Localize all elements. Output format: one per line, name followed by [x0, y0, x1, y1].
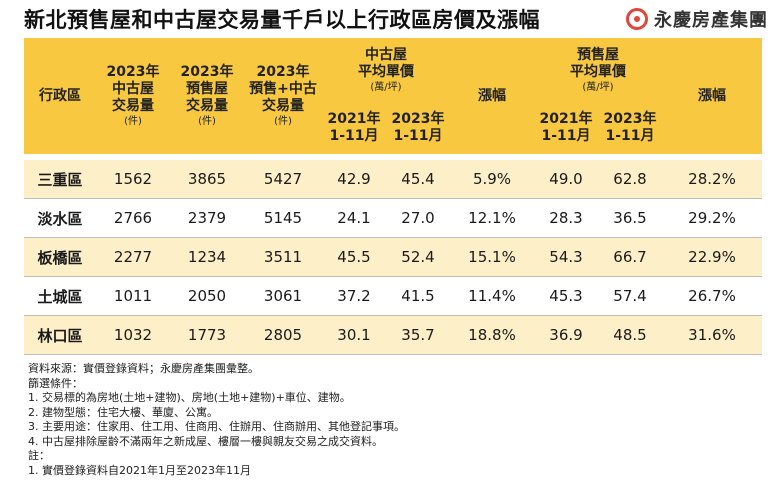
cell-used-growth: 11.4% — [450, 276, 534, 316]
cell-used-2023: 52.4 — [386, 237, 450, 277]
cell-used-volume: 2277 — [96, 237, 170, 277]
price-table: 行政區 2023年 中古屋 交易量 (件) 2023年 預售屋 交易量 (件) … — [24, 38, 762, 355]
cell-district: 林口區 — [24, 315, 96, 355]
cell-presale-2021: 49.0 — [534, 154, 598, 199]
brand: 永慶房產集團 — [626, 6, 768, 32]
cell-presale-growth: 28.2% — [662, 154, 762, 199]
cell-used-growth: 18.8% — [450, 315, 534, 355]
cell-total-volume: 3511 — [244, 237, 322, 277]
note-filter-heading: 篩選條件： — [28, 376, 83, 390]
header-used-price: 中古屋 平均單價 (萬/坪) — [322, 38, 450, 102]
note-remark-1: 1. 實價登錄資料自2021年1月至2023年11月 — [28, 463, 251, 477]
cell-district: 板橋區 — [24, 237, 96, 277]
note-filter-1: 1. 交易標的為房地(土地+建物)、房地(土地+建物)+車位、建物。 — [28, 391, 351, 404]
cell-district: 三重區 — [24, 154, 96, 199]
footnotes: 資料來源：實價登錄資料；永慶房產集團彙整。 篩選條件： 1. 交易標的為房地(土… — [28, 362, 768, 478]
cell-used-growth: 5.9% — [450, 154, 534, 199]
cell-used-2021: 24.1 — [322, 198, 386, 238]
note-remark-heading: 註： — [28, 449, 50, 462]
table-row: 板橋區 2277 1234 3511 45.5 52.4 15.1% 54.3 … — [24, 237, 762, 277]
cell-presale-2021: 54.3 — [534, 237, 598, 277]
cell-used-2021: 45.5 — [322, 237, 386, 277]
header-presale-price: 預售屋 平均單價 (萬/坪) — [534, 38, 662, 102]
header: 新北預售屋和中古屋交易量千戶以上行政區房價及漲幅 永慶房產集團 — [0, 0, 780, 40]
cell-presale-volume: 1234 — [170, 237, 244, 277]
cell-used-2021: 42.9 — [322, 154, 386, 199]
header-presale-2021: 2021年 1-11月 — [534, 102, 598, 157]
brand-logo-icon — [626, 8, 648, 30]
table-row: 林口區 1032 1773 2805 30.1 35.7 18.8% 36.9 … — [24, 315, 762, 355]
note-filter-2: 2. 建物型態：住宅大樓、華廈、公寓。 — [28, 405, 218, 419]
cell-total-volume: 5427 — [244, 154, 322, 199]
cell-district: 土城區 — [24, 276, 96, 316]
cell-used-2023: 35.7 — [386, 315, 450, 355]
cell-used-volume: 2766 — [96, 198, 170, 238]
cell-used-2021: 30.1 — [322, 315, 386, 355]
cell-presale-growth: 29.2% — [662, 198, 762, 238]
brand-name: 永慶房產集團 — [654, 10, 768, 31]
page-title: 新北預售屋和中古屋交易量千戶以上行政區房價及漲幅 — [24, 8, 540, 32]
header-used-volume: 2023年 中古屋 交易量 (件) — [96, 38, 170, 157]
cell-presale-growth: 22.9% — [662, 237, 762, 277]
header-used-growth: 漲幅 — [450, 38, 534, 157]
header-presale-2023: 2023年 1-11月 — [598, 102, 662, 157]
cell-used-2023: 41.5 — [386, 276, 450, 316]
cell-presale-volume: 2379 — [170, 198, 244, 238]
cell-used-volume: 1562 — [96, 154, 170, 199]
cell-district: 淡水區 — [24, 198, 96, 238]
note-filter-3: 3. 主要用途：住家用、住工用、住商用、住辦用、住商辦用、其他登記事項。 — [28, 420, 405, 433]
cell-presale-2023: 36.5 — [598, 198, 662, 238]
cell-used-2023: 27.0 — [386, 198, 450, 238]
cell-presale-2023: 48.5 — [598, 315, 662, 355]
header-district: 行政區 — [24, 38, 96, 157]
table-row: 三重區 1562 3865 5427 42.9 45.4 5.9% 49.0 6… — [24, 154, 762, 199]
cell-presale-2021: 36.9 — [534, 315, 598, 355]
table-row: 淡水區 2766 2379 5145 24.1 27.0 12.1% 28.3 … — [24, 198, 762, 238]
cell-presale-volume: 1773 — [170, 315, 244, 355]
cell-presale-volume: 2050 — [170, 276, 244, 316]
header-used-2021: 2021年 1-11月 — [322, 102, 386, 157]
cell-presale-2023: 57.4 — [598, 276, 662, 316]
cell-presale-2023: 66.7 — [598, 237, 662, 277]
cell-total-volume: 3061 — [244, 276, 322, 316]
cell-presale-2021: 45.3 — [534, 276, 598, 316]
cell-total-volume: 2805 — [244, 315, 322, 355]
cell-presale-2021: 28.3 — [534, 198, 598, 238]
table-row: 土城區 1011 2050 3061 37.2 41.5 11.4% 45.3 … — [24, 276, 762, 316]
header-total-volume: 2023年 預售+中古 交易量 (件) — [244, 38, 322, 157]
cell-presale-growth: 31.6% — [662, 315, 762, 355]
header-presale-growth: 漲幅 — [662, 38, 762, 157]
note-filter-4: 4. 中古屋排除屋齡不滿兩年之新成屋、樓層一樓與親友交易之成交資料。 — [28, 434, 383, 448]
cell-presale-growth: 26.7% — [662, 276, 762, 316]
cell-used-volume: 1011 — [96, 276, 170, 316]
cell-presale-volume: 3865 — [170, 154, 244, 199]
cell-used-volume: 1032 — [96, 315, 170, 355]
cell-presale-2023: 62.8 — [598, 154, 662, 199]
header-used-2023: 2023年 1-11月 — [386, 102, 450, 157]
cell-used-growth: 15.1% — [450, 237, 534, 277]
note-source: 資料來源：實價登錄資料；永慶房產集團彙整。 — [28, 362, 259, 375]
cell-used-growth: 12.1% — [450, 198, 534, 238]
cell-total-volume: 5145 — [244, 198, 322, 238]
cell-used-2023: 45.4 — [386, 154, 450, 199]
cell-used-2021: 37.2 — [322, 276, 386, 316]
header-presale-volume: 2023年 預售屋 交易量 (件) — [170, 38, 244, 157]
